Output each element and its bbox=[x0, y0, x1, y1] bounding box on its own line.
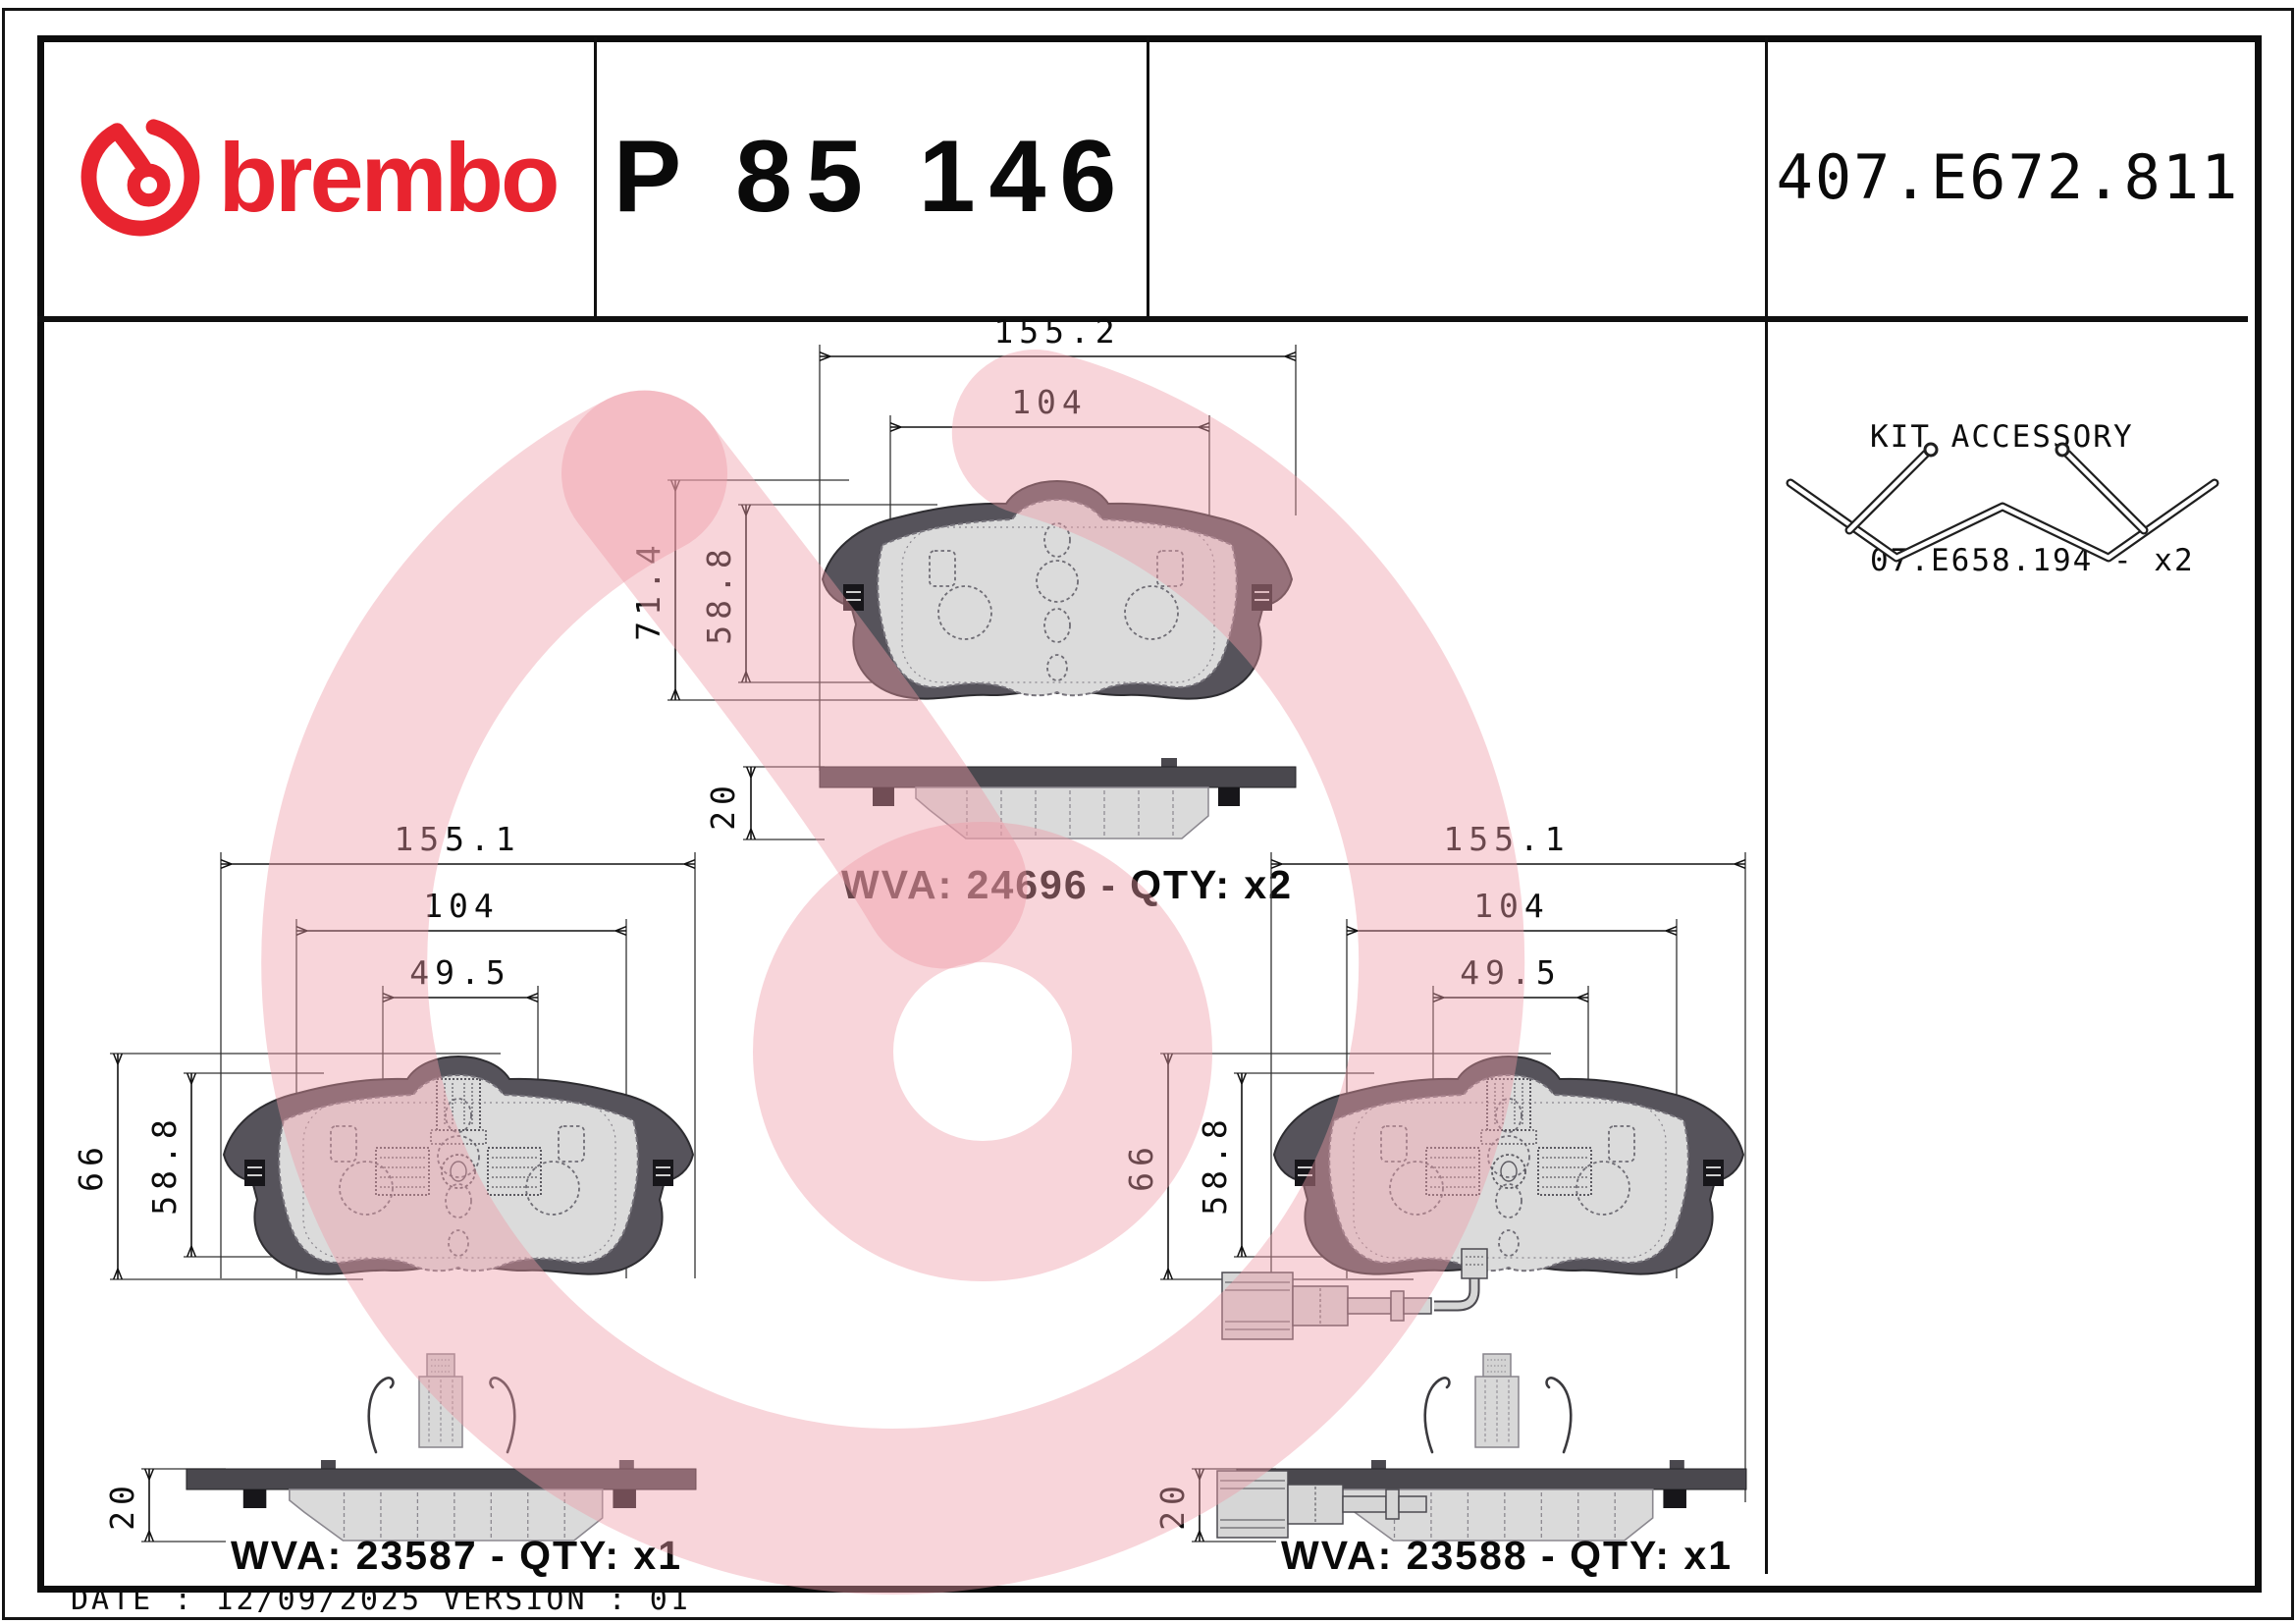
dim-clip-span: 49.5 bbox=[409, 953, 510, 992]
pad-front-view bbox=[1273, 1056, 1744, 1275]
brembo-logo-icon bbox=[80, 117, 200, 237]
dim-thickness: 20 bbox=[1153, 1480, 1192, 1531]
footer-date-version: DATE : 12/09/2025 VERSION : 01 bbox=[71, 1583, 691, 1617]
dim-hole-span: 104 bbox=[1473, 887, 1550, 925]
anti-rattle-spring bbox=[1423, 1352, 1573, 1454]
dim-hole-span: 104 bbox=[423, 887, 500, 925]
drawing-bottom-right-pad: 155.1 104 49.5 66 58.8 20 WVA: 23588 - Q… bbox=[1122, 820, 1747, 1578]
dim-overall-width: 155.2 bbox=[993, 312, 1120, 351]
dim-overall-height: 66 bbox=[72, 1141, 110, 1192]
dim-hole-span: 104 bbox=[1011, 383, 1088, 421]
dim-pad-height: 58.8 bbox=[700, 543, 738, 644]
header-logo-cell: brembo bbox=[44, 37, 594, 316]
header-divider-3 bbox=[1765, 37, 1768, 316]
reference-code: 407.E672.811 bbox=[1776, 140, 2240, 213]
dim-overall-width: 155.1 bbox=[394, 820, 520, 858]
part-number: P 85 146 bbox=[613, 119, 1131, 234]
dim-pad-height: 58.8 bbox=[1196, 1113, 1234, 1215]
dim-overall-width: 155.1 bbox=[1443, 820, 1570, 858]
header-part-number-cell: P 85 146 bbox=[597, 37, 1147, 316]
header-divider-1 bbox=[594, 37, 597, 316]
wva-label: WVA: 23587 - QTY: x1 bbox=[231, 1533, 682, 1578]
dim-thickness: 20 bbox=[103, 1480, 141, 1531]
wva-label: WVA: 23588 - QTY: x1 bbox=[1281, 1533, 1733, 1578]
pad-front-view bbox=[223, 1056, 694, 1275]
drawing-bottom-left-pad: 155.1 104 49.5 66 58.8 20 WVA: 23587 - Q… bbox=[72, 820, 697, 1578]
brand-wordmark: brembo bbox=[218, 122, 560, 232]
header-divider-2 bbox=[1147, 37, 1149, 316]
dim-overall-height: 71.4 bbox=[629, 539, 667, 640]
header-bottom-rule bbox=[37, 316, 2248, 322]
pad-front-view bbox=[822, 480, 1293, 700]
kit-accessory-title: KIT ACCESSORY bbox=[1870, 419, 2134, 455]
dim-overall-height: 66 bbox=[1122, 1141, 1160, 1192]
dim-clip-span: 49.5 bbox=[1460, 953, 1561, 992]
anti-rattle-spring bbox=[367, 1352, 516, 1454]
kit-accessory-clip-drawing bbox=[1786, 442, 2219, 563]
header-image-cell bbox=[1149, 37, 1765, 316]
right-column-divider bbox=[1765, 322, 1768, 1574]
pad-side-view bbox=[186, 1459, 697, 1542]
header-code-cell: 407.E672.811 bbox=[1768, 37, 2248, 316]
dim-pad-height: 58.8 bbox=[145, 1113, 184, 1215]
